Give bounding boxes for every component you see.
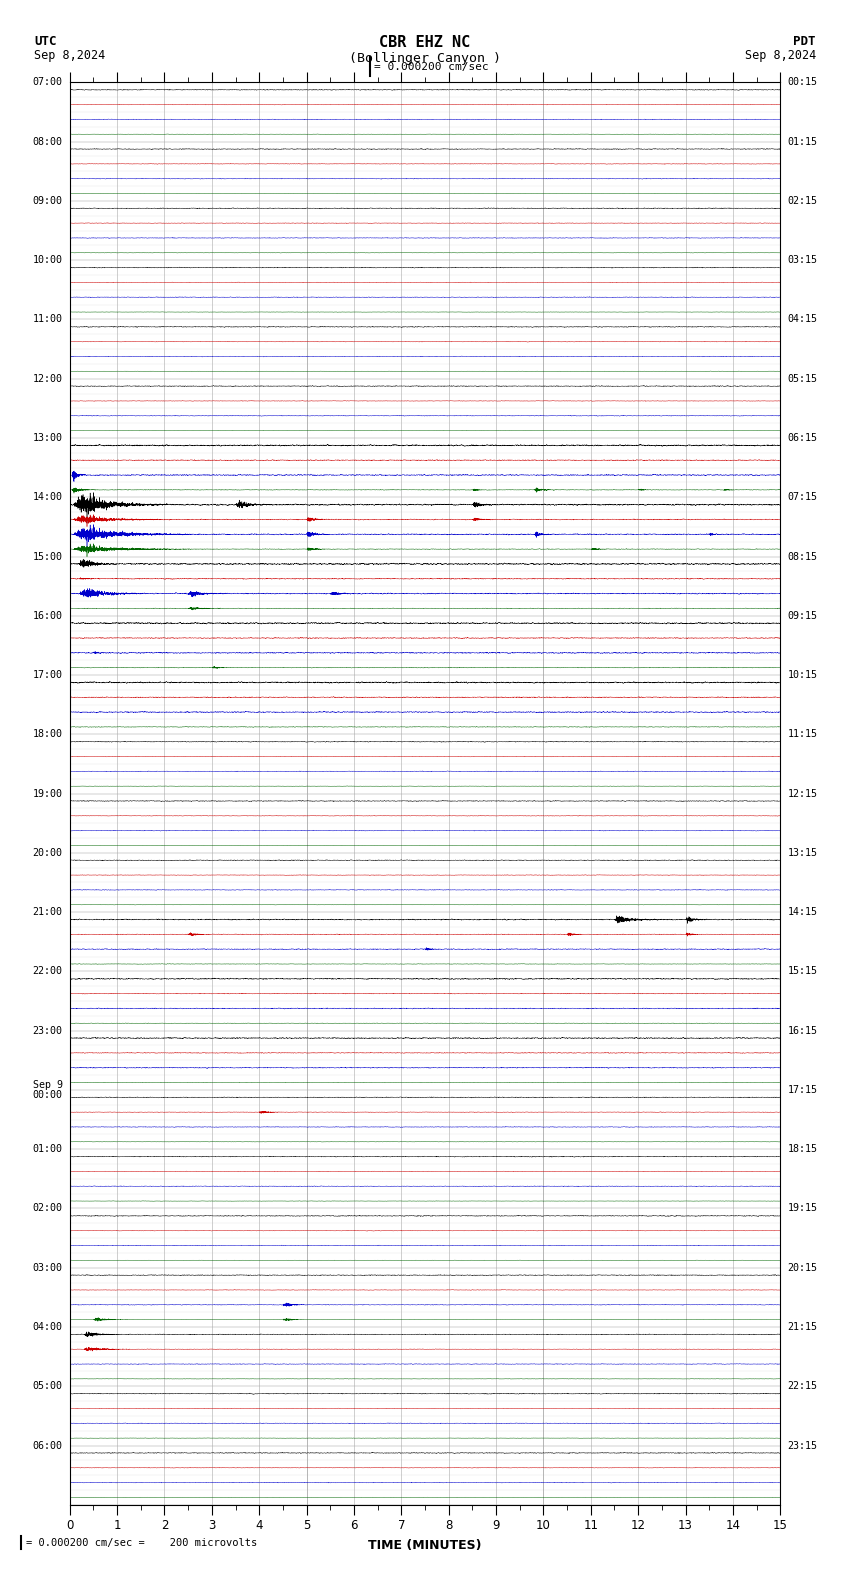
Text: 16:00: 16:00	[32, 611, 63, 621]
Text: 03:15: 03:15	[787, 255, 818, 265]
Text: 02:00: 02:00	[32, 1204, 63, 1213]
Text: 05:15: 05:15	[787, 374, 818, 383]
Text: 13:00: 13:00	[32, 432, 63, 444]
Text: 10:15: 10:15	[787, 670, 818, 680]
Text: 14:15: 14:15	[787, 908, 818, 917]
Text: 01:15: 01:15	[787, 136, 818, 147]
Text: 18:15: 18:15	[787, 1144, 818, 1155]
Text: = 0.000200 cm/sec: = 0.000200 cm/sec	[374, 62, 489, 71]
Text: 08:00: 08:00	[32, 136, 63, 147]
Text: 21:00: 21:00	[32, 908, 63, 917]
Text: 05:00: 05:00	[32, 1381, 63, 1391]
Text: 00:15: 00:15	[787, 78, 818, 87]
Text: 12:15: 12:15	[787, 789, 818, 798]
Text: PDT: PDT	[794, 35, 816, 48]
Text: = 0.000200 cm/sec =    200 microvolts: = 0.000200 cm/sec = 200 microvolts	[26, 1538, 257, 1548]
Text: 14:00: 14:00	[32, 493, 63, 502]
Text: Sep 8,2024: Sep 8,2024	[34, 49, 105, 62]
Text: 15:15: 15:15	[787, 966, 818, 976]
Text: (Bollinger Canyon ): (Bollinger Canyon )	[349, 52, 501, 65]
Text: 07:00: 07:00	[32, 78, 63, 87]
Text: 11:00: 11:00	[32, 315, 63, 325]
Text: Sep 8,2024: Sep 8,2024	[745, 49, 816, 62]
Text: 17:00: 17:00	[32, 670, 63, 680]
Text: 01:00: 01:00	[32, 1144, 63, 1155]
Text: 04:15: 04:15	[787, 315, 818, 325]
Text: Sep 9
00:00: Sep 9 00:00	[32, 1080, 63, 1101]
Text: 06:15: 06:15	[787, 432, 818, 444]
Text: 09:15: 09:15	[787, 611, 818, 621]
Text: 18:00: 18:00	[32, 729, 63, 740]
Text: 19:00: 19:00	[32, 789, 63, 798]
Text: 02:15: 02:15	[787, 196, 818, 206]
Text: 13:15: 13:15	[787, 847, 818, 859]
Text: 23:15: 23:15	[787, 1440, 818, 1451]
Text: 16:15: 16:15	[787, 1026, 818, 1036]
Text: 09:00: 09:00	[32, 196, 63, 206]
Text: 22:00: 22:00	[32, 966, 63, 976]
X-axis label: TIME (MINUTES): TIME (MINUTES)	[368, 1540, 482, 1552]
Text: 21:15: 21:15	[787, 1323, 818, 1332]
Text: 07:15: 07:15	[787, 493, 818, 502]
Text: 03:00: 03:00	[32, 1262, 63, 1272]
Text: 23:00: 23:00	[32, 1026, 63, 1036]
Text: 12:00: 12:00	[32, 374, 63, 383]
Text: 17:15: 17:15	[787, 1085, 818, 1095]
Text: 04:00: 04:00	[32, 1323, 63, 1332]
Text: 11:15: 11:15	[787, 729, 818, 740]
Text: 22:15: 22:15	[787, 1381, 818, 1391]
Text: UTC: UTC	[34, 35, 56, 48]
Text: 10:00: 10:00	[32, 255, 63, 265]
Text: 08:15: 08:15	[787, 551, 818, 561]
Text: CBR EHZ NC: CBR EHZ NC	[379, 35, 471, 49]
Text: 20:15: 20:15	[787, 1262, 818, 1272]
Text: 15:00: 15:00	[32, 551, 63, 561]
Text: 06:00: 06:00	[32, 1440, 63, 1451]
Text: 19:15: 19:15	[787, 1204, 818, 1213]
Text: 20:00: 20:00	[32, 847, 63, 859]
